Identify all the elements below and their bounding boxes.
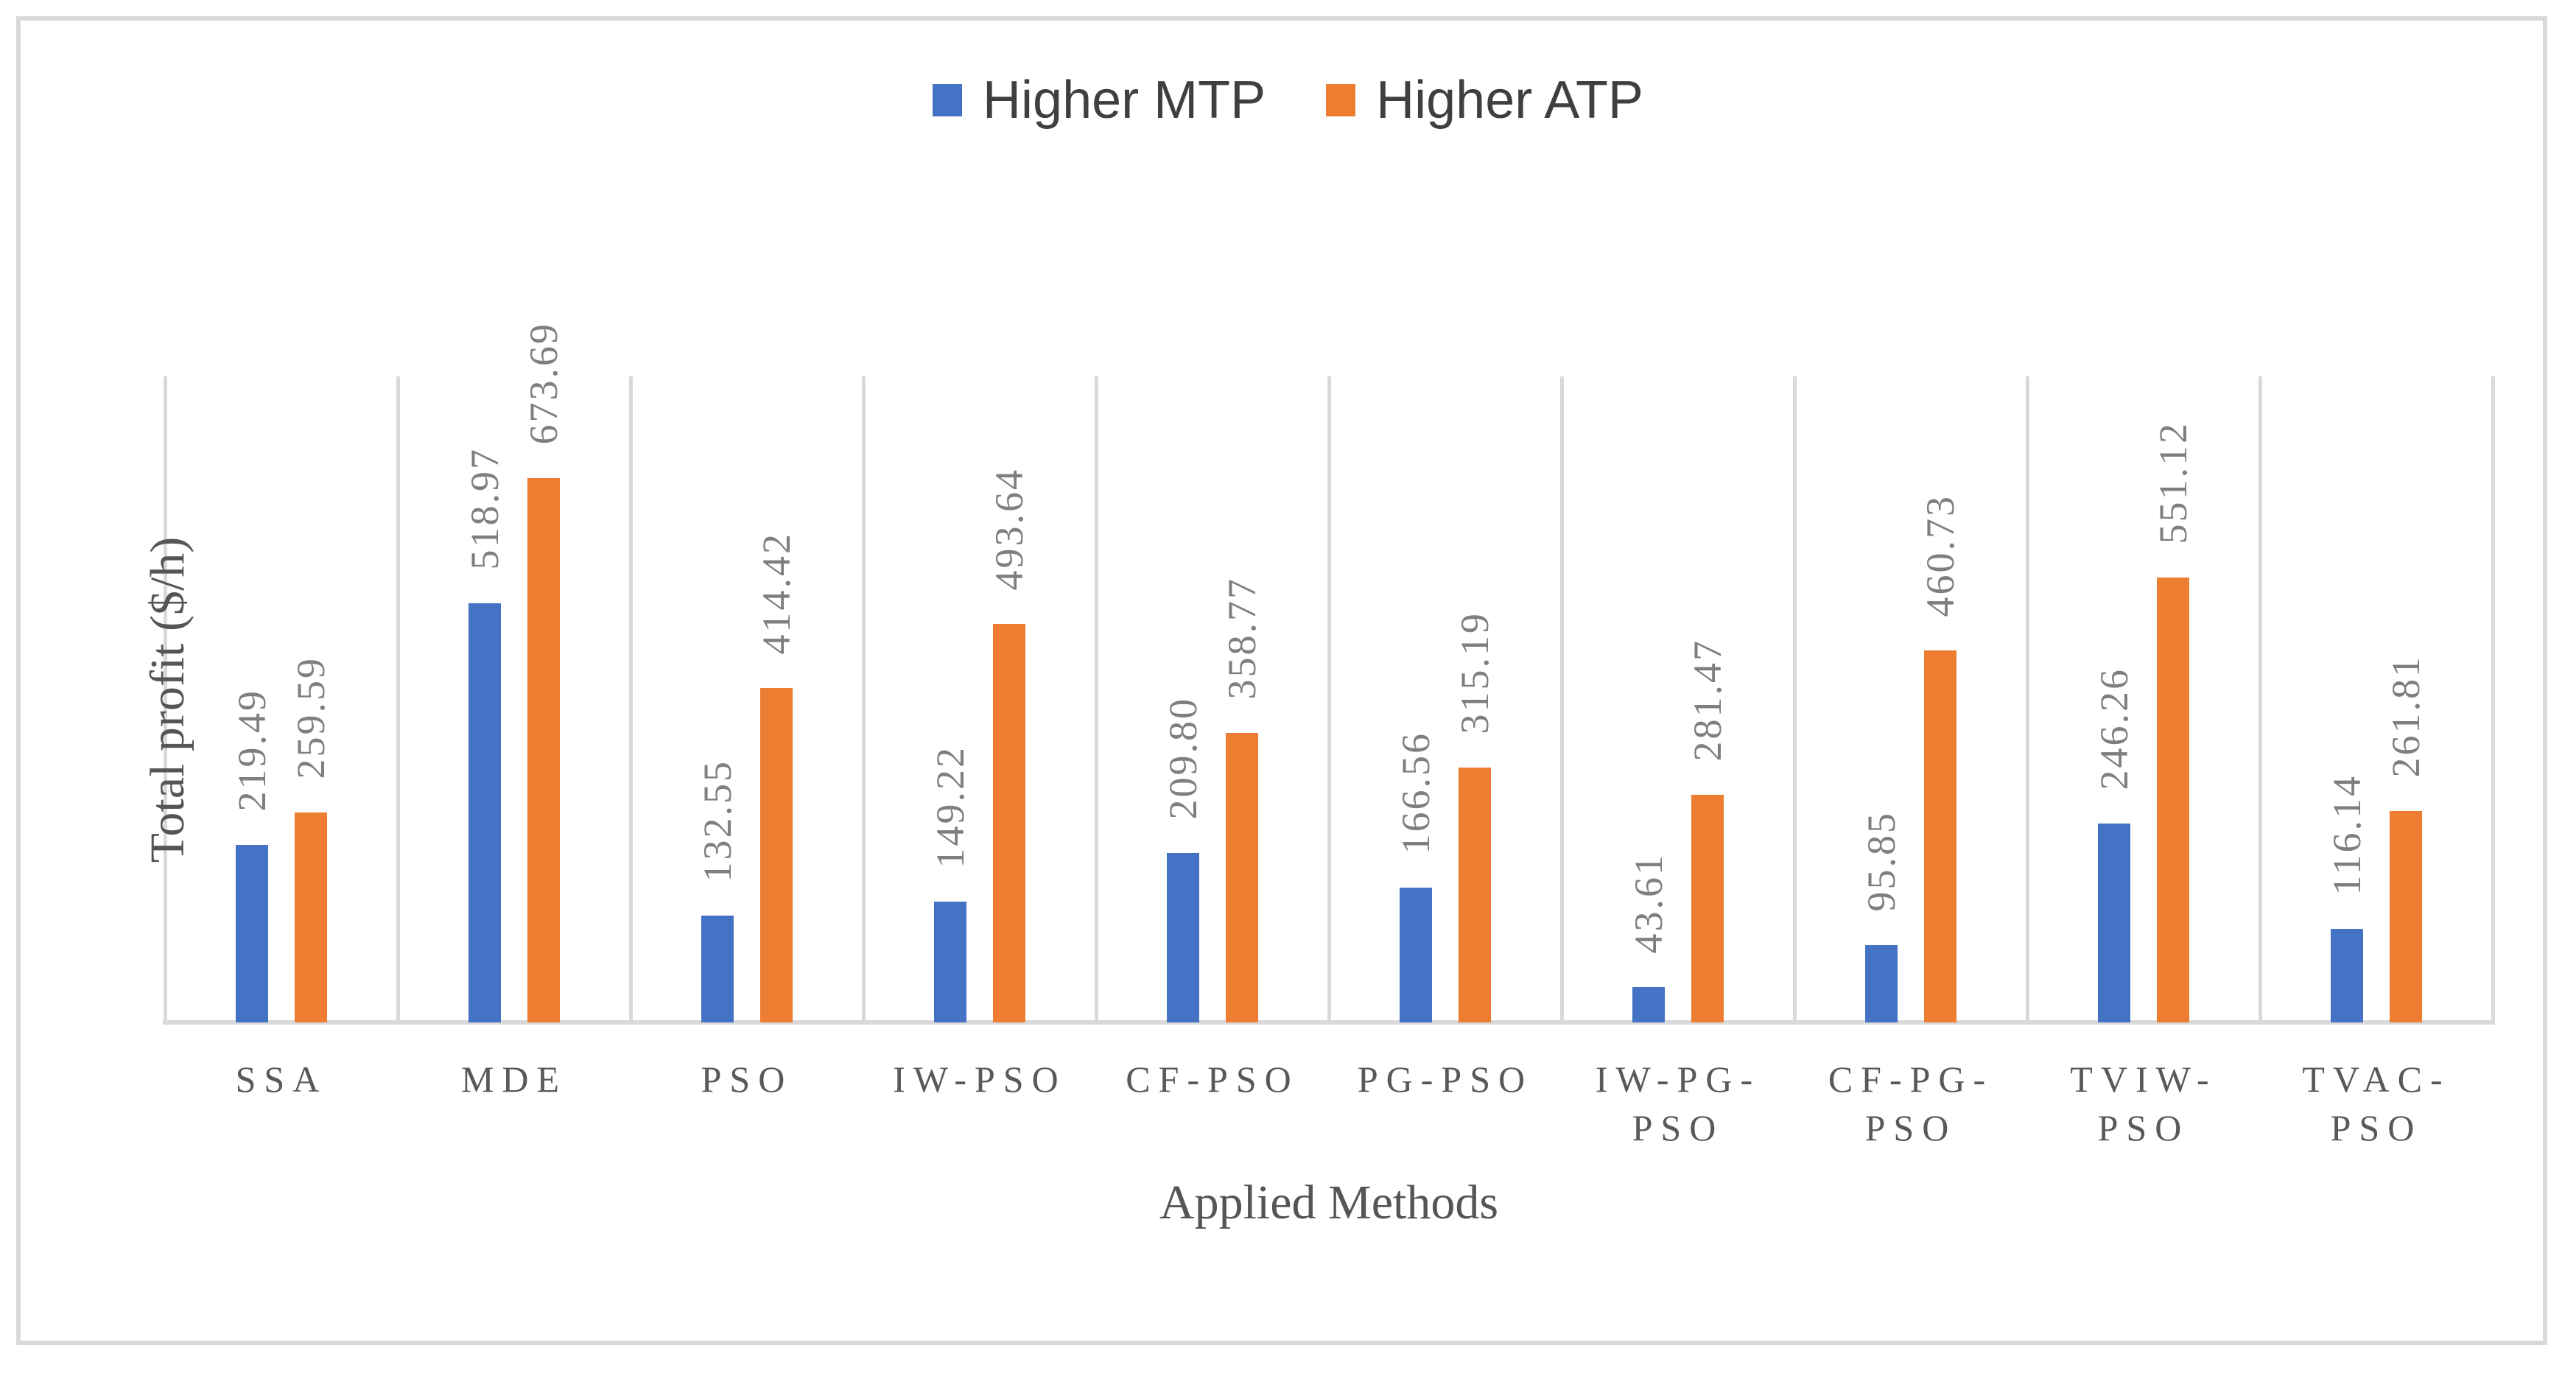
- bar-higher-mtp-pg-pso: [1400, 888, 1432, 1022]
- bar-value-label: 315.19: [1453, 611, 1497, 734]
- bar-higher-atp-mde: [527, 478, 560, 1022]
- category-gridline: [2259, 376, 2262, 1020]
- bar-value-label: 414.42: [754, 531, 799, 655]
- bar-value-label: 551.12: [2151, 421, 2195, 544]
- bar-higher-mtp-tviw-pso: [2098, 824, 2130, 1022]
- legend-label-higher-atp: Higher ATP: [1376, 71, 1643, 130]
- bar-value-label: 116.14: [2325, 773, 2369, 896]
- bar-value-label: 246.26: [2092, 667, 2136, 790]
- category-label-pg-pso: PG-PSO: [1329, 1055, 1562, 1103]
- category-label-line: MDE: [460, 1059, 568, 1100]
- category-label-line: PSO: [701, 1059, 793, 1100]
- category-gridline: [396, 376, 400, 1020]
- bar-higher-mtp-mde: [468, 603, 501, 1022]
- bar-value-label: 673.69: [522, 321, 566, 445]
- category-label-tvac-pso: TVAC- PSO: [2260, 1055, 2493, 1152]
- bar-higher-atp-pso: [760, 688, 793, 1022]
- legend-swatch-higher-atp: [1326, 84, 1356, 116]
- category-label-line: CF-PG-: [1828, 1059, 1994, 1100]
- bar-higher-atp-tvac-pso: [2390, 811, 2422, 1022]
- bar-higher-mtp-iw-pg-pso: [1632, 987, 1665, 1022]
- category-label-iw-pso: IW-PSO: [863, 1055, 1096, 1103]
- bar-higher-mtp-pso: [701, 916, 734, 1022]
- bar-value-label: 132.55: [695, 759, 740, 882]
- category-label-line: SSA: [235, 1059, 328, 1100]
- figure-border: [16, 16, 2547, 1345]
- category-label-line: IW-PSO: [893, 1059, 1067, 1100]
- bar-value-label: 493.64: [987, 467, 1031, 591]
- x-axis-title: Applied Methods: [1159, 1176, 1499, 1229]
- bar-higher-atp-pg-pso: [1459, 768, 1491, 1022]
- category-label-mde: MDE: [398, 1055, 631, 1103]
- bar-higher-mtp-ssa: [236, 845, 268, 1022]
- category-label-tviw-pso: TVIW- PSO: [2027, 1055, 2260, 1152]
- bar-value-label: 358.77: [1220, 576, 1264, 700]
- bar-value-label: 95.85: [1859, 810, 1903, 912]
- category-gridline: [2026, 376, 2029, 1020]
- bar-value-label: 149.22: [928, 745, 972, 868]
- legend-swatch-higher-mtp: [933, 84, 963, 116]
- category-gridline: [1095, 376, 1098, 1020]
- bar-value-label: 209.80: [1161, 696, 1205, 820]
- category-label-line: PG-PSO: [1357, 1059, 1534, 1100]
- category-gridline: [1327, 376, 1331, 1020]
- bar-higher-atp-cf-pg-pso: [1924, 650, 1956, 1022]
- category-gridline: [2491, 376, 2495, 1020]
- category-label-line: TVAC-: [2302, 1059, 2451, 1100]
- category-label-line: CF-PSO: [1126, 1059, 1299, 1100]
- category-gridline: [1560, 376, 1564, 1020]
- legend: Higher MTP Higher ATP: [0, 74, 2576, 127]
- y-axis-title: Total profit ($/h): [141, 536, 194, 863]
- bar-value-label: 261.81: [2384, 654, 2428, 778]
- bar-value-label: 518.97: [463, 446, 507, 570]
- category-gridline: [629, 376, 633, 1020]
- category-label-line: PSO: [1632, 1107, 1724, 1148]
- bar-value-label: 281.47: [1685, 638, 1730, 762]
- bar-value-label: 219.49: [230, 688, 274, 812]
- bar-higher-atp-tviw-pso: [2157, 578, 2189, 1022]
- bar-higher-atp-cf-pso: [1226, 733, 1258, 1022]
- category-label-line: PSO: [2330, 1107, 2423, 1148]
- legend-item-higher-atp: Higher ATP: [1326, 74, 1643, 127]
- x-axis-line: [163, 1020, 2495, 1025]
- category-gridline: [164, 376, 167, 1020]
- category-label-iw-pg-pso: IW-PG- PSO: [1562, 1055, 1794, 1152]
- bar-value-label: 166.56: [1394, 731, 1438, 854]
- bar-higher-atp-iw-pso: [993, 624, 1025, 1022]
- bar-higher-mtp-iw-pso: [934, 902, 966, 1022]
- category-label-cf-pso: CF-PSO: [1096, 1055, 1329, 1103]
- bar-higher-mtp-cf-pg-pso: [1865, 945, 1898, 1022]
- bar-higher-mtp-tvac-pso: [2331, 929, 2363, 1022]
- bar-value-label: 43.61: [1626, 852, 1671, 954]
- category-label-line: TVIW-: [2070, 1059, 2217, 1100]
- legend-item-higher-mtp: Higher MTP: [933, 74, 1266, 127]
- category-label-pso: PSO: [631, 1055, 863, 1103]
- bar-value-label: 460.73: [1918, 494, 1962, 617]
- category-label-line: IW-PG-: [1595, 1059, 1761, 1100]
- bar-higher-atp-iw-pg-pso: [1691, 795, 1724, 1022]
- category-label-ssa: SSA: [165, 1055, 398, 1103]
- legend-label-higher-mtp: Higher MTP: [983, 71, 1266, 130]
- bar-value-label: 259.59: [289, 656, 333, 779]
- category-gridline: [862, 376, 866, 1020]
- category-label-cf-pg-pso: CF-PG- PSO: [1794, 1055, 2027, 1152]
- category-gridline: [1793, 376, 1797, 1020]
- category-label-line: PSO: [1864, 1107, 1957, 1148]
- category-label-line: PSO: [2097, 1107, 2190, 1148]
- bar-higher-atp-ssa: [295, 812, 327, 1022]
- bar-higher-mtp-cf-pso: [1167, 853, 1199, 1022]
